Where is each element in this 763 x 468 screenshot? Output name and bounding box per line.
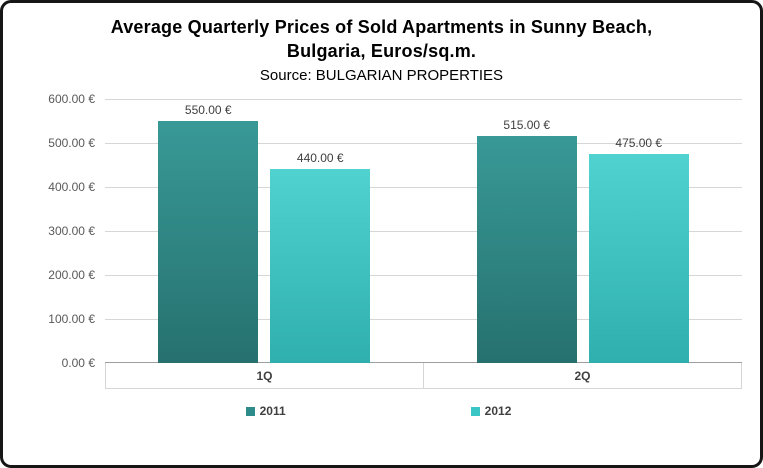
bar-value-label: 515.00 €	[503, 118, 551, 133]
y-tick-label: 200.00 €	[48, 268, 95, 282]
y-tick-label: 100.00 €	[48, 312, 95, 326]
x-axis: 1Q 2Q	[105, 363, 742, 389]
gridline	[105, 319, 742, 320]
plot-area: 550.00 € 440.00 € 515.00 € 475.00 €	[105, 99, 742, 363]
x-axis-line	[105, 362, 742, 363]
y-tick-label: 600.00 €	[48, 92, 95, 106]
y-tick-label: 300.00 €	[48, 224, 95, 238]
chart-title-line1: Average Quarterly Prices of Sold Apartme…	[110, 17, 653, 37]
y-tick-label: 0.00 €	[61, 356, 95, 370]
x-tick-2Q: 2Q	[423, 363, 742, 388]
legend-item-2011: 2011	[245, 404, 286, 418]
bar-2012-2Q: 475.00 €	[588, 136, 689, 363]
legend-marker-2012	[470, 406, 480, 416]
bar-value-label: 550.00 €	[184, 103, 232, 117]
gridline	[105, 143, 742, 144]
gridline	[105, 187, 742, 188]
gridline	[105, 99, 742, 100]
bar-group-2Q: 515.00 € 475.00 €	[424, 99, 743, 363]
legend-item-2012: 2012	[470, 404, 512, 418]
bar-value-label: 440.00 €	[296, 151, 344, 166]
chart-title-line2: Bulgaria, Euros/sq.m.	[286, 40, 477, 61]
bars-container: 550.00 € 440.00 € 515.00 € 475.00 €	[105, 99, 742, 363]
legend-label-2012: 2012	[484, 404, 512, 418]
y-axis-labels: 600.00 € 500.00 € 400.00 € 300.00 € 200.00 €…	[15, 92, 105, 370]
legend: 2011 2012	[15, 404, 742, 418]
bar-2011-2Q: 515.00 €	[476, 118, 577, 363]
chart-title: Average Quarterly Prices of Sold Apartme…	[3, 16, 760, 64]
chart-subtitle: Source: BULGARIAN PROPERTIES	[259, 66, 504, 84]
bar-value-label: 475.00 €	[615, 136, 663, 150]
legend-marker-2011	[245, 406, 255, 416]
bar-2012-1Q: 440.00 €	[270, 151, 371, 363]
bar-group-1Q: 550.00 € 440.00 €	[105, 99, 424, 363]
x-tick-1Q: 1Q	[105, 363, 423, 388]
gridline	[105, 275, 742, 276]
y-tick-label: 500.00 €	[48, 136, 95, 150]
legend-label-2011: 2011	[259, 404, 286, 418]
plot-row: 600.00 € 500.00 € 400.00 € 300.00 € 200.00 €…	[15, 92, 742, 370]
chart-area: 600.00 € 500.00 € 400.00 € 300.00 € 200.00 €…	[15, 92, 742, 418]
bar-2011-1Q: 550.00 €	[158, 103, 259, 363]
y-tick-label: 400.00 €	[48, 180, 95, 194]
gridline	[105, 231, 742, 232]
